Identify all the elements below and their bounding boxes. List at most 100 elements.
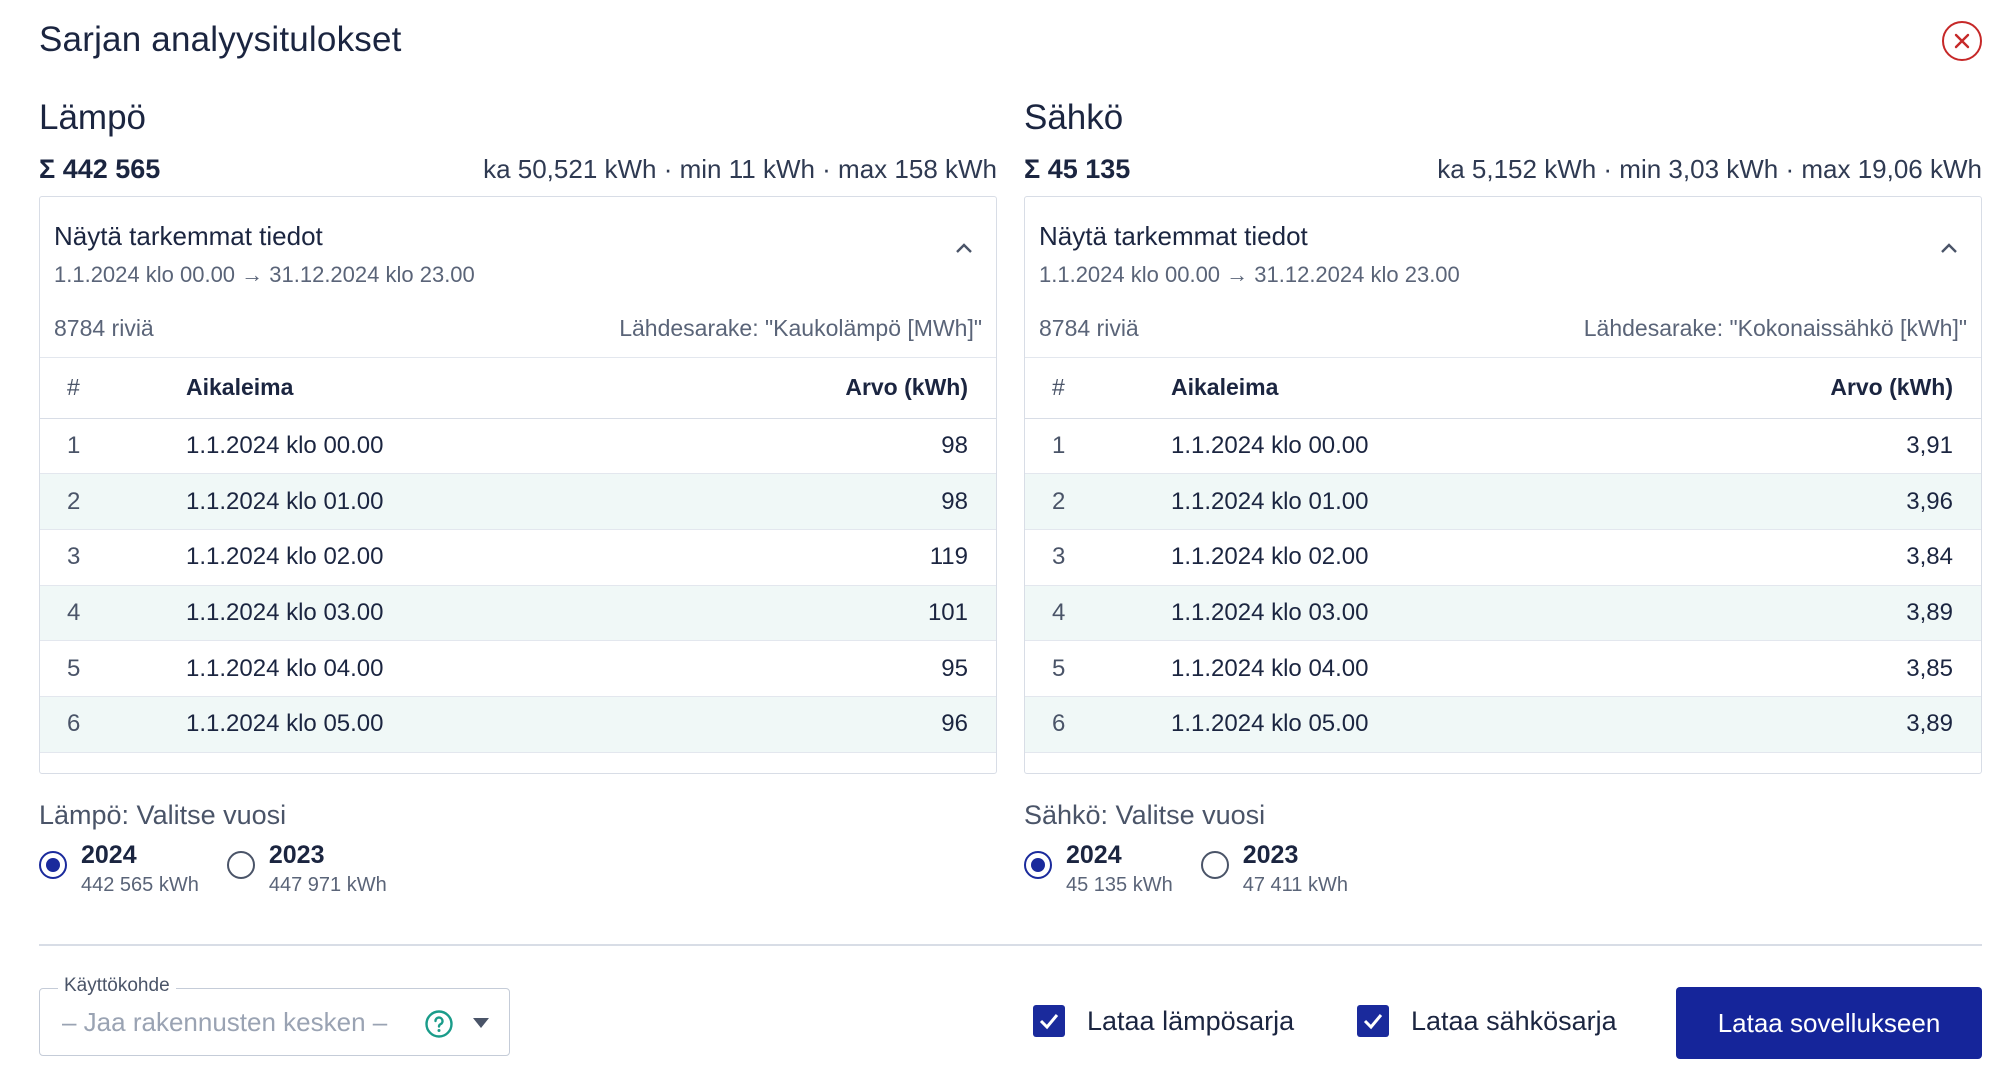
row-number: 2 bbox=[1025, 473, 1171, 530]
radio-selected[interactable] bbox=[39, 851, 67, 879]
table-row: 1 1.1.2024 klo 00.00 98 bbox=[40, 418, 996, 475]
electricity-summary: Σ 45 135 ka 5,152 kWh · min 3,03 kWh · m… bbox=[1024, 154, 1982, 196]
table-row: 5 1.1.2024 klo 04.00 3,85 bbox=[1025, 640, 1981, 697]
electricity-year-options: 2024 45 135 kWh 2023 47 411 kWh bbox=[1024, 841, 1982, 897]
row-number: 2 bbox=[40, 473, 186, 530]
footer-divider bbox=[39, 944, 1982, 946]
heat-date-range: 1.1.2024 klo 00.00 → 31.12.2024 klo 23.0… bbox=[54, 262, 475, 287]
row-value: 3,89 bbox=[1630, 696, 1981, 753]
row-value: 3,85 bbox=[1630, 640, 1981, 697]
heat-year-label: Lämpö: Valitse vuosi bbox=[39, 800, 287, 830]
row-value: 3,96 bbox=[1630, 473, 1981, 530]
check-icon bbox=[1039, 1014, 1059, 1030]
heat-year-radio-2023[interactable]: 2023 447 971 kWh bbox=[226, 841, 387, 897]
radio-total: 442 565 kWh bbox=[81, 874, 199, 896]
row-timestamp: 1.1.2024 klo 04.00 bbox=[1171, 640, 1631, 697]
row-number: 3 bbox=[40, 529, 186, 586]
row-value: 3,84 bbox=[1630, 529, 1981, 586]
electricity-year-radio-2023[interactable]: 2023 47 411 kWh bbox=[1200, 841, 1348, 897]
radio-year: 2023 bbox=[1242, 841, 1299, 869]
heat-summary: Σ 442 565 ka 50,521 kWh · min 11 kWh · m… bbox=[39, 154, 997, 196]
electricity-date-range: 1.1.2024 klo 00.00 → 31.12.2024 klo 23.0… bbox=[1039, 262, 1460, 287]
help-icon[interactable] bbox=[424, 1009, 454, 1039]
load-heat-checkbox[interactable]: Lataa lämpösarja bbox=[1033, 1005, 1294, 1037]
table-row: 1 1.1.2024 klo 00.00 3,91 bbox=[1025, 418, 1981, 475]
check-icon bbox=[1363, 1014, 1383, 1030]
row-number: 5 bbox=[40, 640, 186, 697]
row-number: 3 bbox=[1025, 529, 1171, 586]
row-number: 6 bbox=[40, 696, 186, 753]
table-row: 4 1.1.2024 klo 03.00 101 bbox=[40, 585, 996, 642]
table-row: 2 1.1.2024 klo 01.00 98 bbox=[40, 473, 996, 530]
usage-select-value: – Jaa rakennusten kesken – bbox=[62, 1007, 388, 1037]
electricity-meta-row: 8784 riviä Lähdesarake: "Kokonaissähkö [… bbox=[1025, 300, 1981, 358]
row-value: 96 bbox=[645, 696, 996, 753]
radio-total: 47 411 kWh bbox=[1242, 874, 1348, 896]
col-header-number: # bbox=[40, 358, 186, 419]
load-to-app-button[interactable]: Lataa sovellukseen bbox=[1676, 987, 1982, 1059]
row-timestamp: 1.1.2024 klo 04.00 bbox=[186, 640, 646, 697]
table-row: 3 1.1.2024 klo 02.00 3,84 bbox=[1025, 529, 1981, 586]
table-row: 5 1.1.2024 klo 04.00 95 bbox=[40, 640, 996, 697]
electricity-year-label: Sähkö: Valitse vuosi bbox=[1024, 800, 1266, 830]
checkbox-checked[interactable] bbox=[1357, 1005, 1389, 1037]
electricity-details-title: Näytä tarkemmat tiedot bbox=[1039, 221, 1308, 251]
heat-year-options: 2024 442 565 kWh 2023 447 971 kWh bbox=[39, 841, 997, 897]
heat-table: # Aikaleima Arvo (kWh) 1 1.1.2024 klo 00.… bbox=[40, 358, 996, 753]
row-value: 98 bbox=[645, 418, 996, 475]
row-value: 98 bbox=[645, 473, 996, 530]
table-header-row: # Aikaleima Arvo (kWh) bbox=[40, 358, 996, 419]
radio-unselected[interactable] bbox=[226, 851, 255, 879]
electricity-sum: Σ 45 135 bbox=[1024, 154, 1131, 184]
radio-selected[interactable] bbox=[1024, 851, 1052, 879]
close-icon bbox=[1954, 33, 1970, 49]
electricity-details-card: Näytä tarkemmat tiedot 1.1.2024 klo 00.0… bbox=[1024, 196, 1982, 774]
heat-panel: Lämpö Σ 442 565 ka 50,521 kWh · min 11 k… bbox=[39, 98, 997, 897]
row-timestamp: 1.1.2024 klo 01.00 bbox=[186, 473, 646, 530]
row-timestamp: 1.1.2024 klo 02.00 bbox=[1171, 529, 1631, 586]
table-row: 4 1.1.2024 klo 03.00 3,89 bbox=[1025, 585, 1981, 642]
chevron-up-icon bbox=[956, 243, 972, 253]
table-header-row: # Aikaleima Arvo (kWh) bbox=[1025, 358, 1981, 419]
electricity-source-column: Lähdesarake: "Kokonaissähkö [kWh]" bbox=[1583, 315, 1967, 341]
row-timestamp: 1.1.2024 klo 05.00 bbox=[1171, 696, 1631, 753]
chevron-up-icon bbox=[1941, 243, 1957, 253]
usage-select-label: Käyttökohde bbox=[58, 975, 176, 997]
heat-details-toggle[interactable]: Näytä tarkemmat tiedot 1.1.2024 klo 00.0… bbox=[40, 197, 996, 300]
table-row: 2 1.1.2024 klo 01.00 3,96 bbox=[1025, 473, 1981, 530]
row-timestamp: 1.1.2024 klo 03.00 bbox=[1171, 585, 1631, 642]
usage-select[interactable]: Käyttökohde – Jaa rakennusten kesken – bbox=[39, 975, 510, 1056]
close-button[interactable] bbox=[1942, 21, 1982, 61]
electricity-stats: ka 5,152 kWh · min 3,03 kWh · max 19,06 … bbox=[1437, 154, 1982, 184]
row-timestamp: 1.1.2024 klo 00.00 bbox=[1171, 418, 1631, 475]
col-header-timestamp: Aikaleima bbox=[1171, 358, 1631, 419]
col-header-timestamp: Aikaleima bbox=[186, 358, 646, 419]
table-row: 6 1.1.2024 klo 05.00 3,89 bbox=[1025, 696, 1981, 753]
electricity-table: # Aikaleima Arvo (kWh) 1 1.1.2024 klo 00.… bbox=[1025, 358, 1981, 753]
heat-stats: ka 50,521 kWh · min 11 kWh · max 158 kWh bbox=[483, 154, 997, 184]
radio-year: 2023 bbox=[268, 841, 325, 869]
table-row: 6 1.1.2024 klo 05.00 96 bbox=[40, 696, 996, 753]
col-header-value: Arvo (kWh) bbox=[1630, 358, 1981, 419]
electricity-details-toggle[interactable]: Näytä tarkemmat tiedot 1.1.2024 klo 00.0… bbox=[1025, 197, 1981, 300]
checkbox-checked[interactable] bbox=[1033, 1005, 1065, 1037]
chevron-down-icon[interactable] bbox=[472, 1017, 490, 1029]
load-electricity-checkbox[interactable]: Lataa sähkösarja bbox=[1357, 1005, 1617, 1037]
heat-details-card: Näytä tarkemmat tiedot 1.1.2024 klo 00.0… bbox=[39, 196, 997, 774]
row-timestamp: 1.1.2024 klo 03.00 bbox=[186, 585, 646, 642]
heat-sum: Σ 442 565 bbox=[39, 154, 161, 184]
heat-year-radio-2024[interactable]: 2024 442 565 kWh bbox=[39, 841, 199, 897]
electricity-heading: Sähkö bbox=[1024, 98, 1124, 137]
heat-heading: Lämpö bbox=[39, 98, 147, 137]
row-timestamp: 1.1.2024 klo 05.00 bbox=[186, 696, 646, 753]
row-number: 4 bbox=[1025, 585, 1171, 642]
row-number: 4 bbox=[40, 585, 186, 642]
row-value: 3,91 bbox=[1630, 418, 1981, 475]
row-number: 1 bbox=[40, 418, 186, 475]
electricity-year-radio-2024[interactable]: 2024 45 135 kWh bbox=[1024, 841, 1173, 897]
row-number: 5 bbox=[1025, 640, 1171, 697]
row-value: 101 bbox=[645, 585, 996, 642]
table-row: 3 1.1.2024 klo 02.00 119 bbox=[40, 529, 996, 586]
radio-unselected[interactable] bbox=[1200, 851, 1229, 879]
row-value: 119 bbox=[645, 529, 996, 586]
